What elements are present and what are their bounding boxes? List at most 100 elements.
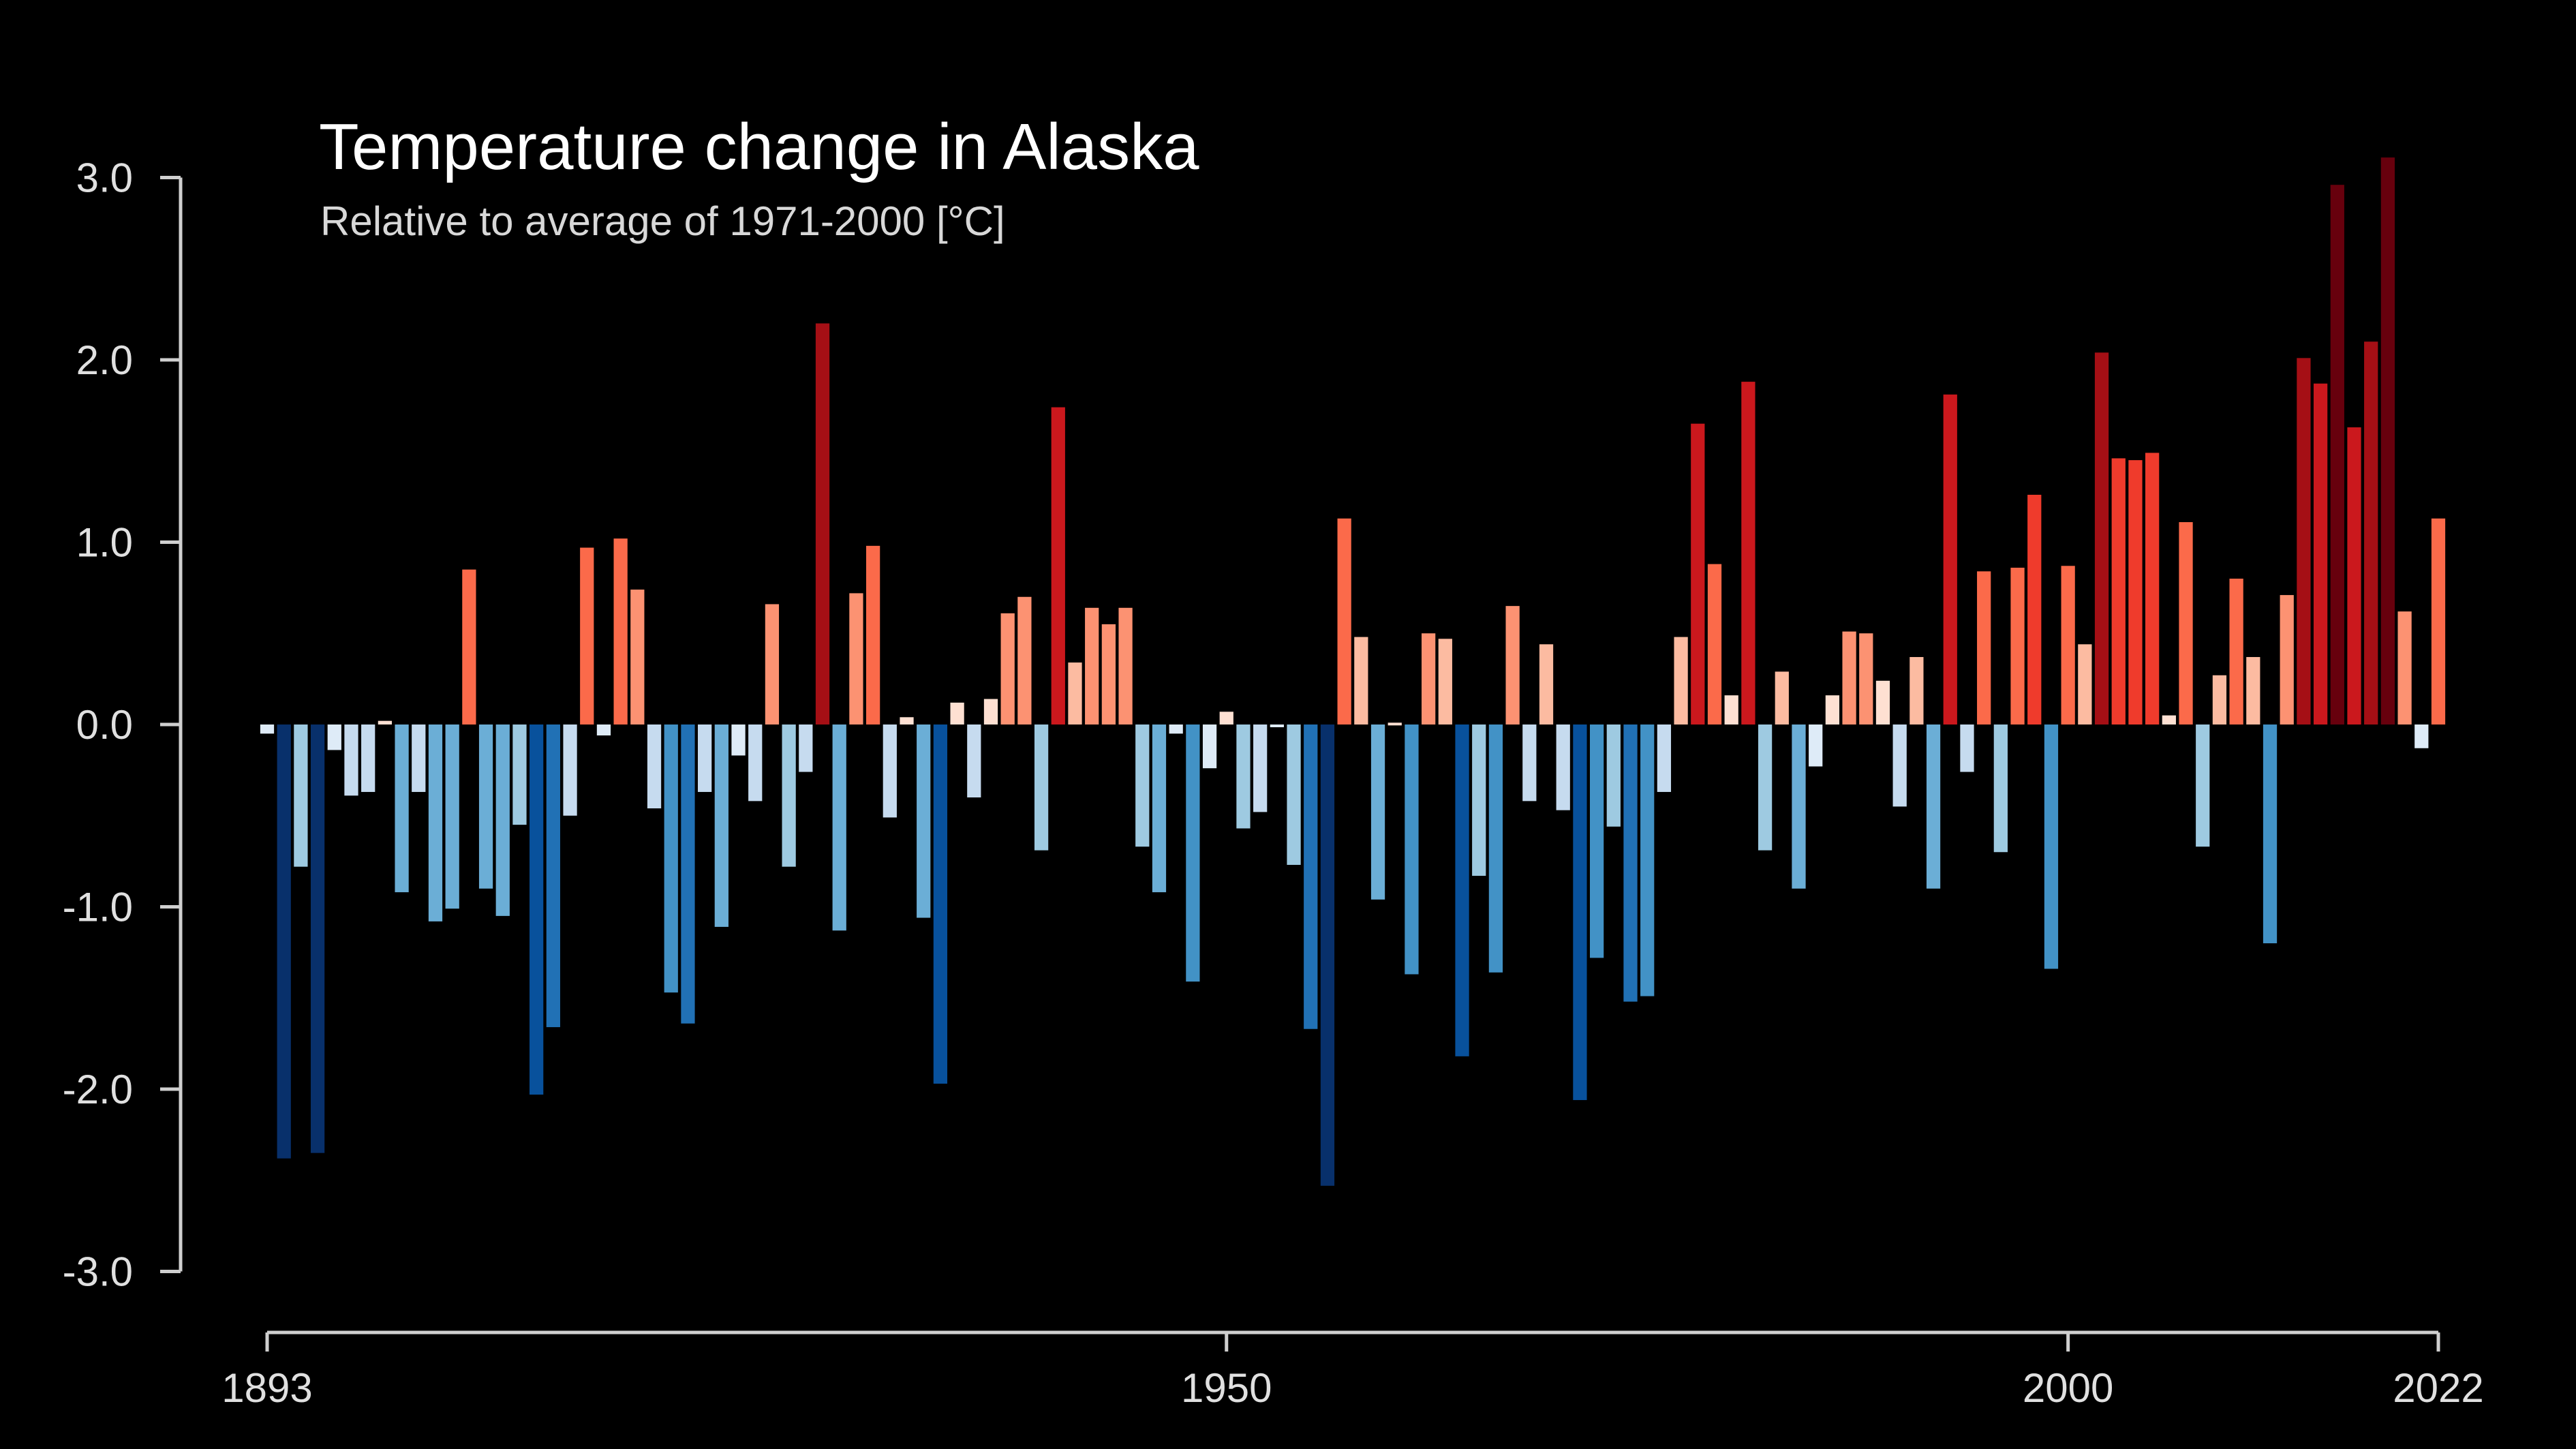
bar-1977: [1674, 637, 1688, 724]
bar-2019: [2380, 157, 2395, 724]
bar-1951: [1236, 724, 1251, 829]
bar-1899: [361, 724, 375, 792]
bar-1992: [1926, 724, 1941, 889]
bar-1942: [1085, 607, 1099, 724]
bar-1914: [613, 538, 628, 724]
bar-1958: [1354, 637, 1368, 724]
bar-2001: [2078, 644, 2092, 724]
bar-1921: [731, 724, 746, 756]
bar-2011: [2246, 657, 2260, 724]
bar-1908: [512, 724, 527, 825]
bar-1964: [1455, 724, 1469, 1056]
bar-1978: [1691, 423, 1705, 725]
y-tick-label: 1.0: [76, 520, 133, 566]
bar-1941: [1068, 662, 1082, 724]
bar-2002: [2094, 352, 2109, 724]
bar-1949: [1202, 724, 1217, 769]
bar-1926: [815, 323, 830, 724]
bar-1987: [1842, 631, 1856, 724]
bar-1920: [714, 724, 729, 927]
bar-1916: [647, 724, 662, 809]
bar-1968: [1522, 724, 1537, 802]
bar-2017: [2347, 427, 2361, 724]
bar-1963: [1438, 639, 1452, 724]
bar-1952: [1253, 724, 1268, 812]
bar-2012: [2263, 724, 2278, 943]
bar-1936: [983, 699, 998, 724]
bar-1965: [1472, 724, 1486, 876]
bar-1935: [967, 724, 981, 797]
bar-1959: [1370, 724, 1385, 900]
bar-2003: [2111, 458, 2126, 724]
bar-1939: [1034, 724, 1049, 851]
bar-1990: [1892, 724, 1907, 807]
bar-1895: [294, 724, 308, 867]
bar-1973: [1606, 724, 1621, 827]
y-tick-label: -1.0: [63, 885, 133, 930]
bar-1976: [1657, 724, 1672, 792]
bar-1997: [2010, 567, 2025, 724]
bar-1907: [495, 724, 510, 916]
bar-1972: [1589, 724, 1604, 958]
bar-1961: [1405, 724, 1419, 975]
bar-1922: [748, 724, 763, 802]
bar-1919: [698, 724, 712, 792]
bar-1923: [765, 604, 780, 724]
bar-1970: [1556, 724, 1570, 810]
y-tick-label: -2.0: [63, 1067, 133, 1112]
bar-1904: [445, 724, 459, 909]
bar-1988: [1859, 633, 1873, 724]
x-tick-label: 1950: [1181, 1365, 1272, 1411]
bar-1975: [1640, 724, 1655, 996]
bar-2004: [2128, 460, 2143, 725]
bars-group: [260, 157, 2446, 1186]
bar-1900: [378, 720, 393, 724]
bar-1938: [1017, 596, 1032, 724]
x-tick-label: 2022: [2393, 1365, 2483, 1411]
bar-1918: [681, 724, 695, 1024]
y-axis: 3.0 2.0 1.0 0.0 -1.0 -2.0 -3.0: [63, 155, 183, 1295]
bar-1898: [344, 724, 358, 796]
bar-1947: [1169, 724, 1183, 734]
bar-1989: [1875, 680, 1890, 724]
bar-1960: [1387, 722, 1402, 726]
bar-1903: [428, 724, 443, 921]
bar-1896: [310, 724, 325, 1153]
chart-title: Temperature change in Alaska: [319, 110, 1199, 183]
bar-2020: [2397, 611, 2412, 724]
bar-1981: [1741, 382, 1755, 724]
bar-1954: [1287, 724, 1301, 865]
bar-2005: [2145, 453, 2160, 724]
bar-1930: [883, 724, 897, 818]
bar-1986: [1825, 695, 1840, 724]
bar-1971: [1573, 724, 1587, 1101]
bar-1967: [1505, 606, 1520, 725]
bar-1950: [1219, 712, 1233, 724]
bar-1893: [260, 724, 275, 734]
bar-1982: [1758, 724, 1773, 851]
bar-1925: [799, 724, 813, 772]
bar-1943: [1101, 624, 1116, 725]
bar-1957: [1337, 518, 1351, 724]
x-tick-label: 2000: [2023, 1365, 2113, 1411]
bar-2010: [2229, 579, 2243, 724]
bar-1956: [1320, 724, 1335, 1186]
bar-2022: [2431, 518, 2446, 724]
bar-1984: [1792, 724, 1806, 889]
bar-1962: [1422, 633, 1436, 724]
bar-1991: [1910, 657, 1924, 724]
bar-1912: [580, 547, 594, 724]
bar-2013: [2280, 595, 2294, 724]
bar-1953: [1270, 724, 1284, 727]
bar-1915: [630, 590, 645, 724]
bar-1944: [1118, 607, 1133, 724]
bar-1932: [917, 724, 931, 918]
bar-2016: [2330, 185, 2344, 724]
bar-1902: [412, 724, 426, 792]
bar-2015: [2313, 383, 2328, 724]
chart-subtitle: Relative to average of 1971-2000 [°C]: [320, 198, 1005, 244]
bar-1937: [1000, 613, 1015, 724]
bar-2008: [2196, 724, 2210, 847]
bar-1995: [1977, 571, 1991, 724]
